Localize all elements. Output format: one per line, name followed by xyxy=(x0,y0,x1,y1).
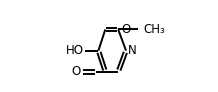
Text: N: N xyxy=(127,44,136,57)
Text: O: O xyxy=(71,65,80,78)
Text: O: O xyxy=(121,23,131,36)
Text: CH₃: CH₃ xyxy=(143,23,165,36)
Text: HO: HO xyxy=(66,44,84,57)
